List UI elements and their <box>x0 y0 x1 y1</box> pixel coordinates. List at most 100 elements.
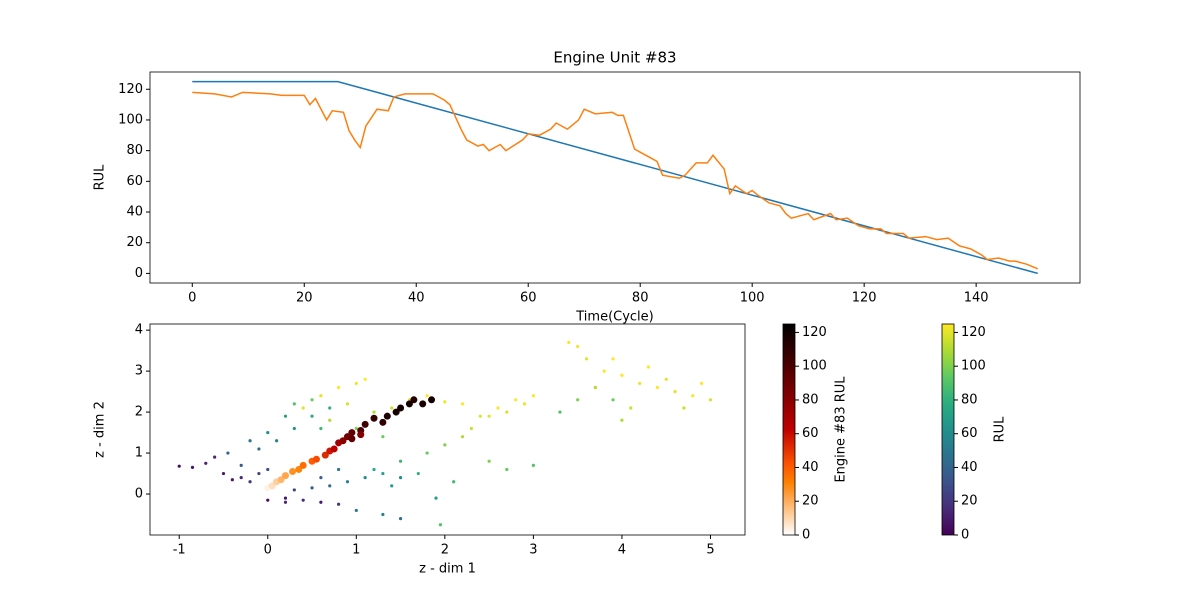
y-tick-label: 0 <box>135 266 143 281</box>
scatter-point <box>370 414 378 422</box>
scatter-point <box>328 418 332 422</box>
scatter-point <box>410 396 418 404</box>
scatter-point <box>299 461 307 469</box>
colorbar-tick-label: 20 <box>961 494 978 509</box>
scatter-point <box>419 400 427 408</box>
scatter-point <box>354 508 358 513</box>
colorbar-label: RUL <box>993 416 1008 443</box>
scatter-point <box>319 476 323 480</box>
scatter-point <box>629 406 633 410</box>
scatter-point <box>336 502 341 506</box>
plot-area <box>192 80 1039 275</box>
x-tick-label: 5 <box>706 543 714 558</box>
scatter-point <box>226 451 230 455</box>
x-tick-label: 3 <box>529 543 537 558</box>
scatter-point <box>283 414 288 418</box>
scatter-point <box>522 402 527 406</box>
scatter-point <box>354 426 358 431</box>
y-tick-label: 4 <box>135 323 143 338</box>
scatter-point <box>708 398 713 402</box>
line-series <box>192 91 1039 270</box>
scatter-point <box>221 471 226 476</box>
scatter-point <box>283 496 288 500</box>
scatter-point <box>339 437 347 445</box>
line-series <box>192 80 1038 275</box>
scatter-point <box>487 459 491 463</box>
x-tick-label: -1 <box>173 543 186 558</box>
x-tick-label: 4 <box>618 543 626 558</box>
scatter-point <box>682 406 686 410</box>
colorbar: 0 20 40 60 80 100 120 Engine #83 RUL <box>782 323 849 543</box>
scatter-point <box>398 459 403 463</box>
colorbar-tick-label: 20 <box>802 494 819 509</box>
scatter-point <box>379 418 387 426</box>
y-tick-label: 2 <box>135 405 143 420</box>
colorbar-tick-label: 0 <box>802 528 810 543</box>
scatter-point <box>438 523 443 527</box>
axes: Engine Unit #83 Time(Cycle) RUL 0 20 40 60 80 10… <box>93 49 1081 325</box>
scatter-point <box>310 398 314 402</box>
scatter-point <box>248 439 252 443</box>
scatter-point <box>390 406 394 410</box>
scatter-point <box>620 418 624 422</box>
y-tick-label: 100 <box>118 112 143 127</box>
scatter-point <box>213 455 217 459</box>
scatter-point <box>268 482 276 490</box>
scatter-point <box>301 406 305 410</box>
scatter-point <box>390 484 394 488</box>
scatter-point <box>177 464 181 468</box>
scatter-point <box>505 410 509 414</box>
scatter-point <box>310 414 314 418</box>
scatter-point <box>398 476 403 480</box>
x-tick-label: 40 <box>408 291 425 306</box>
x-tick-label: 0 <box>188 291 196 306</box>
scatter-point <box>321 451 329 459</box>
scatter-point <box>372 467 376 472</box>
y-tick-label: 20 <box>126 235 143 250</box>
scatter-point <box>496 406 500 410</box>
scatter-point <box>620 373 624 377</box>
scatter-point <box>443 443 447 447</box>
scatter-point <box>336 385 341 390</box>
scatter-point <box>328 406 332 410</box>
scatter-point <box>478 414 482 418</box>
scatter-point <box>460 435 465 439</box>
scatter-point <box>397 404 405 412</box>
scatter-point <box>469 426 474 431</box>
scatter-point <box>301 498 305 502</box>
scatter-point <box>345 480 350 484</box>
colorbar-body <box>941 323 955 536</box>
colorbar-tick-label: 80 <box>961 392 978 407</box>
scatter-point <box>611 398 615 402</box>
scatter-point <box>700 381 704 386</box>
scatter-point <box>275 439 279 443</box>
scatter-point <box>310 486 314 490</box>
scatter-point <box>257 471 261 476</box>
scatter-point <box>531 394 535 398</box>
x-tick-label: 2 <box>441 543 449 558</box>
scatter-point <box>452 480 456 484</box>
x-tick-label: 80 <box>632 291 649 306</box>
scatter-point <box>425 394 429 398</box>
colorbar-tick-label: 60 <box>802 426 819 441</box>
scatter-point <box>381 512 385 517</box>
scatter-point <box>281 472 289 480</box>
colorbar-tick-label: 120 <box>961 325 986 340</box>
scatter-point <box>239 463 243 467</box>
plot-area <box>177 340 713 527</box>
colorbar-tick-label: 120 <box>802 325 827 340</box>
y-tick-label: 1 <box>135 446 143 461</box>
scatter-point <box>230 478 234 482</box>
scatter-point <box>383 412 391 420</box>
scatter-point <box>328 484 332 488</box>
scatter-point <box>289 467 297 475</box>
scatter-point <box>428 396 436 404</box>
colorbar-body <box>782 323 796 536</box>
scatter-point <box>425 451 429 455</box>
scatter-point <box>593 385 597 390</box>
y-tick-label: 40 <box>126 205 143 220</box>
y-tick-label: 80 <box>126 143 143 158</box>
scatter-point <box>416 471 420 476</box>
scatter-point <box>584 357 589 361</box>
